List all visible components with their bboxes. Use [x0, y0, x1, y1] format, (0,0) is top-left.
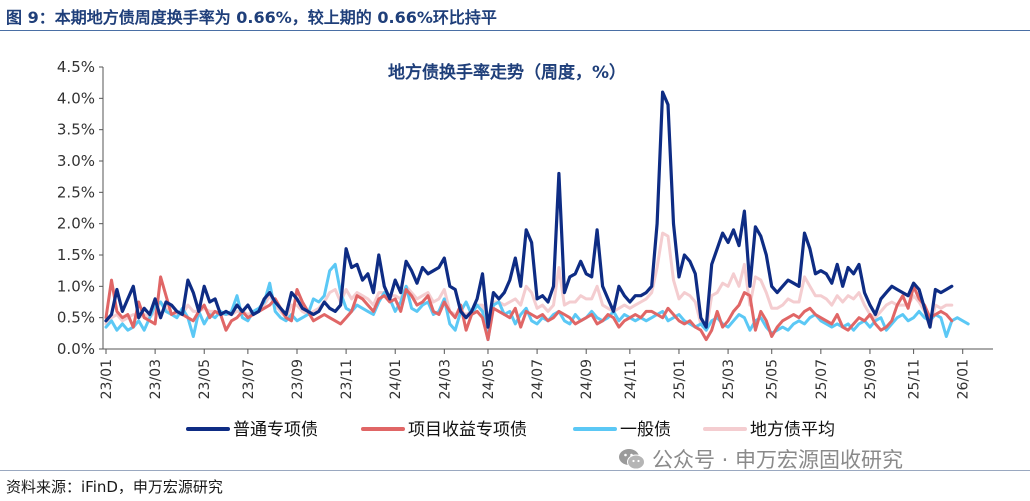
x-tick-label: 23/03 [148, 359, 164, 399]
x-tick-label: 23/01 [99, 359, 115, 399]
x-tick-label: 24/07 [530, 359, 546, 399]
title-divider [0, 30, 1030, 31]
series-lines [104, 90, 970, 342]
x-tick-label: 23/09 [290, 359, 306, 399]
y-tick-label: 1.0% [57, 277, 95, 295]
x-tick-label: 25/05 [765, 359, 781, 399]
legend-item-pingjun[interactable]: 地方债平均 [703, 420, 835, 440]
x-tick-label: 24/05 [481, 359, 497, 399]
legend: 普通专项债 项目收益专项债 一般债 地方债平均 [186, 420, 835, 440]
x-tick-label: 25/01 [672, 359, 688, 399]
x-tick-label: 23/05 [197, 359, 213, 399]
legend-label-xiangmu: 项目收益专项债 [408, 420, 527, 440]
x-tick-label: 25/09 [863, 359, 879, 399]
y-tick-label: 2.0% [57, 215, 95, 233]
x-tick-label: 24/03 [437, 359, 453, 399]
x-ticks: 23/01 23/03 23/05 23/07 23/09 23/11 24/01 24/03… [99, 349, 972, 399]
y-tick-label: 2.5% [57, 183, 95, 201]
legend-label-putong: 普通专项债 [233, 420, 318, 440]
x-tick-label: 23/07 [241, 359, 257, 399]
legend-item-yiban[interactable]: 一般债 [573, 420, 671, 440]
x-tick-label: 24/11 [623, 359, 639, 399]
legend-label-pingjun: 地方债平均 [750, 420, 835, 440]
series-line-putong [104, 90, 954, 329]
line-chart: 地方债换手率走势（周度，%） 0.0% 0.5% 1.0% 1.5% 2.0% 2.5% 3… [57, 58, 993, 440]
y-tick-label: 4.5% [57, 58, 95, 76]
chart-title: 地方债换手率走势（周度，%） [388, 62, 626, 83]
legend-item-putong[interactable]: 普通专项债 [186, 420, 318, 440]
x-tick-label: 23/11 [339, 359, 355, 399]
figure-title: 图 9：本期地方债周度换手率为 0.66%，较上期的 0.66%环比持平 [6, 8, 497, 27]
watermark: 公众号 · 申万宏源固收研究 [618, 444, 903, 474]
legend-item-xiangmu[interactable]: 项目收益专项债 [361, 420, 527, 440]
legend-label-yiban: 一般债 [620, 420, 671, 440]
x-tick-label: 24/01 [388, 359, 404, 399]
y-tick-label: 3.5% [57, 121, 95, 139]
source-note: 资料来源：iFinD，申万宏源研究 [6, 478, 223, 496]
y-ticks: 0.0% 0.5% 1.0% 1.5% 2.0% 2.5% 3.0% 3.5% 4.0% 4.5% [57, 58, 103, 358]
wechat-icon [619, 449, 645, 470]
x-tick-label: 25/11 [907, 359, 923, 399]
y-tick-label: 0.0% [57, 340, 95, 358]
x-tick-label: 25/03 [721, 359, 737, 399]
series-line-xiangmu [104, 275, 954, 342]
source-divider [0, 470, 1030, 471]
x-tick-label: 26/01 [956, 359, 972, 399]
x-tick-label: 25/07 [814, 359, 830, 399]
series-line-pingjun [104, 231, 954, 338]
x-tick-label: 24/09 [579, 359, 595, 399]
y-tick-label: 0.5% [57, 309, 95, 327]
watermark-text: 公众号 · 申万宏源固收研究 [652, 448, 904, 472]
y-tick-label: 4.0% [57, 89, 95, 107]
y-tick-label: 3.0% [57, 152, 95, 170]
y-tick-label: 1.5% [57, 246, 95, 264]
